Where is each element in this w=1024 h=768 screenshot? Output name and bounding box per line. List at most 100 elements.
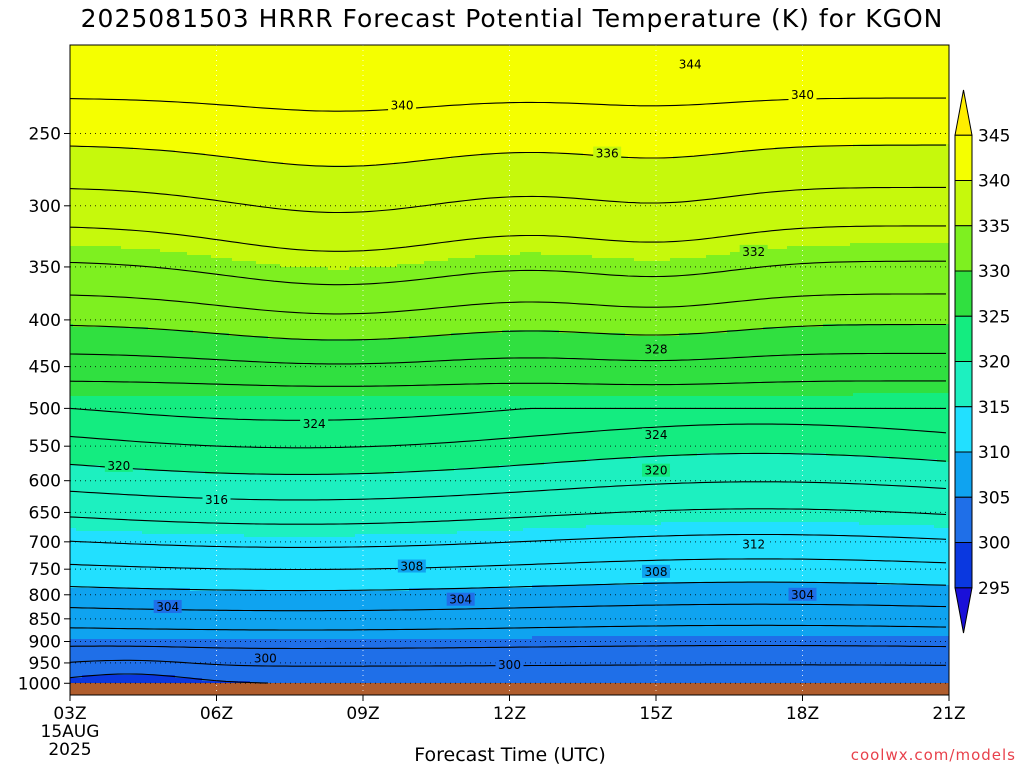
svg-text:304: 304 bbox=[449, 593, 472, 607]
contour-line-300 bbox=[70, 673, 269, 684]
colorbar-label: 320 bbox=[978, 353, 1010, 373]
colorbar-box bbox=[954, 361, 973, 408]
x-tick-label: 15Z bbox=[639, 704, 672, 724]
contour-label: 320 bbox=[104, 458, 133, 473]
x-tick-label: 21Z bbox=[932, 704, 965, 724]
contour-label: 308 bbox=[397, 559, 426, 574]
colorbar-box bbox=[954, 315, 973, 362]
contour-line-330 bbox=[70, 323, 946, 341]
y-tick-label: 550 bbox=[29, 437, 61, 457]
svg-text:340: 340 bbox=[391, 99, 414, 113]
contour-label: 320 bbox=[642, 463, 670, 478]
colorbar-box bbox=[954, 542, 973, 589]
contour-line-310 bbox=[70, 581, 947, 592]
colorbar-label: 300 bbox=[978, 534, 1010, 554]
colorbar-box bbox=[954, 270, 973, 317]
svg-text:304: 304 bbox=[156, 600, 179, 614]
contour-line-320 bbox=[70, 452, 947, 475]
contour-label-layer: 344 340 340 336 332 328 324 324 320 320 316 312 308 3… bbox=[104, 57, 817, 672]
contour-line-316 bbox=[70, 508, 947, 525]
contour-line-314 bbox=[70, 533, 947, 548]
y-tick-label: 1000 bbox=[18, 674, 61, 694]
svg-text:316: 316 bbox=[205, 493, 228, 507]
colorbar-label: 335 bbox=[978, 217, 1010, 237]
contour-label: 308 bbox=[642, 564, 670, 579]
x-axis-label: Forecast Time (UTC) bbox=[414, 744, 606, 766]
colorbar-box bbox=[954, 406, 973, 453]
contour-line-306 bbox=[70, 624, 947, 631]
colorbar-label: 345 bbox=[978, 126, 1010, 146]
contour-line-308 bbox=[70, 603, 947, 612]
contour-layer bbox=[70, 45, 947, 684]
colorbar-box bbox=[954, 225, 973, 272]
contour-line-338 bbox=[70, 186, 946, 214]
y-tick-label: 700 bbox=[29, 533, 61, 553]
ground-layer bbox=[70, 683, 949, 695]
svg-text:332: 332 bbox=[742, 245, 765, 259]
contour-line-304 bbox=[70, 644, 947, 650]
contour-line-334 bbox=[70, 260, 946, 286]
temperature-fill bbox=[70, 45, 949, 695]
x-tick-label: 03Z bbox=[53, 704, 86, 724]
contour-label: 304 bbox=[153, 599, 182, 614]
contour-label: 328 bbox=[642, 342, 670, 356]
contour-line-326 bbox=[70, 380, 946, 387]
colorbar-top-arrow bbox=[954, 89, 973, 136]
contour-label: 332 bbox=[739, 244, 768, 259]
y-tick-label: 800 bbox=[29, 586, 61, 606]
y-tick-label: 450 bbox=[29, 358, 61, 378]
y-tick-label: 750 bbox=[29, 560, 61, 580]
x-tick-label: 06Z bbox=[200, 704, 233, 724]
contour-label: 340 bbox=[388, 98, 417, 113]
contour-label: 304 bbox=[446, 592, 475, 607]
contour-line-312 bbox=[70, 558, 947, 571]
svg-text:336: 336 bbox=[596, 147, 619, 161]
x-tick-label: 18Z bbox=[786, 704, 819, 724]
chart-title: 2025081503 HRRR Forecast Potential Tempe… bbox=[80, 4, 944, 33]
svg-text:320: 320 bbox=[645, 464, 668, 478]
colorbar: 345 340 335 330 325 320 315 310 305 300 295 bbox=[954, 89, 1010, 634]
contour-label: 336 bbox=[593, 146, 622, 161]
x-tick-label: 09Z bbox=[346, 704, 379, 724]
svg-text:308: 308 bbox=[645, 565, 668, 579]
y-tick-label: 250 bbox=[29, 124, 61, 144]
contour-line-322 bbox=[70, 423, 947, 449]
contour-label: 316 bbox=[202, 493, 231, 507]
svg-text:324: 324 bbox=[645, 428, 668, 442]
terrain-ground bbox=[70, 683, 949, 695]
svg-text:300: 300 bbox=[254, 652, 277, 666]
colorbar-label: 315 bbox=[978, 398, 1010, 418]
y-tick-label: 900 bbox=[29, 632, 61, 652]
contour-line-332 bbox=[70, 293, 946, 315]
svg-text:300: 300 bbox=[498, 658, 521, 672]
colorbar-label: 305 bbox=[978, 488, 1010, 508]
svg-text:308: 308 bbox=[400, 560, 423, 574]
colorbar-box bbox=[954, 180, 973, 227]
contour-label: 324 bbox=[642, 428, 670, 442]
svg-text:340: 340 bbox=[791, 88, 814, 102]
contour-line-324 bbox=[70, 407, 946, 421]
svg-text:320: 320 bbox=[107, 459, 130, 473]
contour-label: 304 bbox=[788, 587, 817, 602]
colorbar-bottom-arrow bbox=[954, 587, 973, 634]
y-tick-label: 650 bbox=[29, 503, 61, 523]
y-tick-label: 400 bbox=[29, 311, 61, 331]
y-tick-label: 500 bbox=[29, 399, 61, 419]
contour-label: 324 bbox=[300, 416, 329, 431]
svg-text:344: 344 bbox=[679, 57, 702, 71]
colorbar-box bbox=[954, 134, 973, 181]
colorbar-label: 325 bbox=[978, 307, 1010, 327]
y-tick-label: 850 bbox=[29, 610, 61, 630]
contour-line-336 bbox=[70, 225, 946, 252]
contour-line-340 bbox=[70, 144, 946, 167]
contour-label: 312 bbox=[739, 537, 768, 552]
svg-text:324: 324 bbox=[303, 417, 326, 431]
contour-line-328 bbox=[70, 352, 946, 365]
x-date-label: 2025 bbox=[48, 740, 91, 760]
colorbar-box bbox=[954, 496, 973, 543]
contour-label: 340 bbox=[788, 88, 817, 102]
credit-text: coolwx.com/models bbox=[850, 746, 1016, 764]
colorbar-label: 330 bbox=[978, 262, 1010, 282]
contour-label: 300 bbox=[495, 658, 524, 672]
